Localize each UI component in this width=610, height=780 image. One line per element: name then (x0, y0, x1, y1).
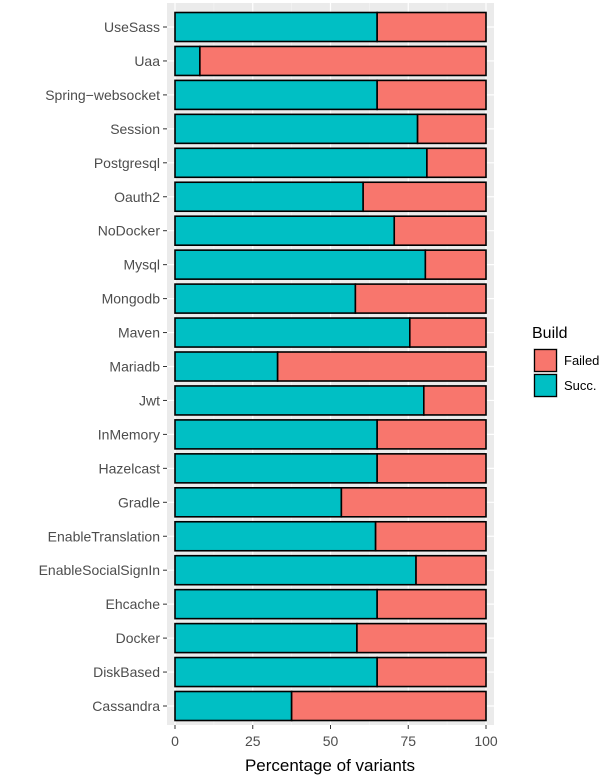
x-axis-title: Percentage of variants (245, 756, 415, 775)
y-tick-label: Maven (118, 325, 160, 341)
y-tick-label: DiskBased (93, 664, 160, 680)
bar-mysql-succ (174, 249, 427, 280)
y-tick-label: Mysql (123, 257, 160, 273)
bar-session-failed (416, 113, 487, 145)
bar-jwt-failed (422, 385, 487, 416)
bar-usesass-succ (174, 11, 378, 43)
y-tick-label: Uaa (134, 53, 160, 69)
bar-maven-succ (174, 317, 411, 348)
bar-mariadb-failed (276, 351, 487, 382)
bar-diskbased-failed (376, 656, 487, 688)
bar-ehcache-succ (174, 588, 378, 620)
bar-maven-failed (409, 317, 487, 348)
bar-postgresql-failed (426, 147, 487, 179)
bar-cassandra-failed (290, 690, 487, 722)
bar-ehcache-failed (376, 588, 487, 620)
y-tick-label: InMemory (98, 426, 160, 442)
legend-swatch-failed (533, 348, 558, 373)
y-tick-label: Oauth2 (114, 189, 160, 205)
bar-docker-succ (174, 622, 358, 654)
y-axis-labels: UseSass Uaa Spring−websocket Session Postgre… (39, 19, 167, 714)
x-tick-label: 100 (474, 733, 498, 749)
y-tick-label: Jwt (139, 392, 160, 408)
bar-uaa-succ (174, 45, 201, 77)
y-tick-label: Session (110, 121, 160, 137)
bar-nodocker-failed (393, 215, 487, 246)
y-tick-label: Ehcache (106, 596, 161, 612)
bar-mongodb-succ (174, 283, 357, 314)
y-tick-label: UseSass (104, 19, 160, 35)
bar-diskbased-succ (174, 656, 378, 688)
bar-jwt-succ (174, 385, 425, 416)
legend-label-succ: Succ. (564, 378, 597, 393)
x-tick-label: 25 (245, 733, 261, 749)
bar-inmemory-failed (376, 419, 487, 450)
bar-enabletranslation-succ (174, 520, 377, 552)
x-tick-label: 75 (400, 733, 416, 749)
y-tick-label: Hazelcast (99, 460, 161, 476)
bar-hazelcast-failed (376, 453, 487, 484)
x-tick-label: 0 (171, 733, 179, 749)
bar-spring-websocket-failed (376, 79, 487, 111)
bar-oauth2-failed (362, 181, 487, 213)
bar-gradle-failed (340, 486, 487, 518)
x-tick-label: 50 (323, 733, 339, 749)
legend-title: Build (532, 325, 568, 342)
bar-oauth2-succ (174, 181, 364, 213)
y-tick-label: Cassandra (92, 698, 160, 714)
bar-hazelcast-succ (174, 453, 378, 484)
y-tick-label: Mariadb (109, 359, 160, 375)
bar-spring-websocket-succ (174, 79, 378, 111)
bar-session-succ (174, 113, 419, 145)
bar-enablesocialsignin-failed (415, 554, 487, 586)
bars (174, 11, 487, 722)
bar-enablesocialsignin-succ (174, 554, 417, 586)
y-tick-label: Postgresql (94, 155, 160, 171)
y-tick-label: Gradle (118, 494, 160, 510)
bar-cassandra-succ (174, 690, 293, 722)
y-tick-label: Docker (116, 630, 161, 646)
bar-uaa-failed (199, 45, 487, 77)
bar-nodocker-succ (174, 215, 396, 246)
bar-enabletranslation-failed (374, 520, 487, 552)
bar-inmemory-succ (174, 419, 378, 450)
legend-swatch-succ (533, 373, 558, 398)
bar-mysql-failed (424, 249, 487, 280)
bar-usesass-failed (376, 11, 487, 43)
bar-mariadb-succ (174, 351, 279, 382)
y-tick-label: EnableTranslation (48, 528, 160, 544)
y-tick-label: NoDocker (98, 223, 161, 239)
x-axis-labels: 0 25 50 75 100 (171, 725, 498, 749)
y-tick-label: EnableSocialSignIn (39, 562, 160, 578)
legend: Build Failed Succ. (532, 325, 599, 398)
bar-mongodb-failed (354, 283, 487, 314)
bar-postgresql-succ (174, 147, 428, 179)
y-tick-label: Mongodb (102, 291, 161, 307)
bar-gradle-succ (174, 486, 343, 518)
y-tick-label: Spring−websocket (45, 87, 160, 103)
bar-docker-failed (356, 622, 487, 654)
legend-label-failed: Failed (564, 353, 599, 368)
